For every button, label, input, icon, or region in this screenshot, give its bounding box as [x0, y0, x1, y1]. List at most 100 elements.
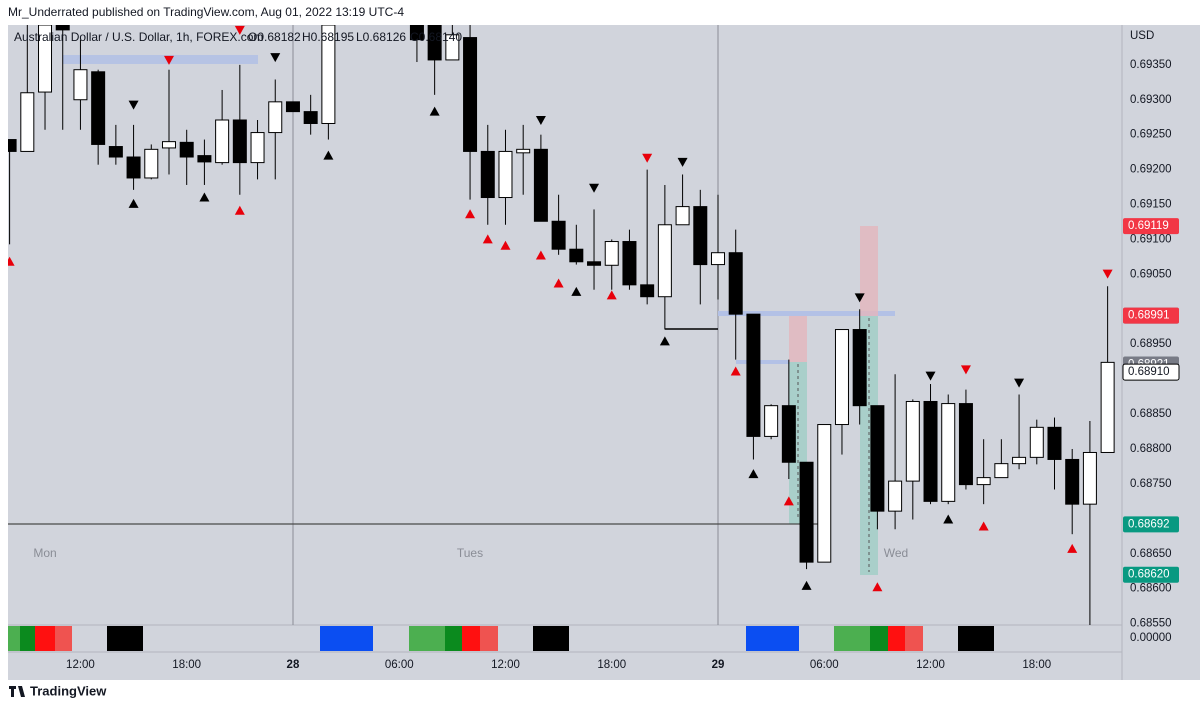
candle-body [533, 148, 548, 222]
x-tick-label: 18:00 [1022, 659, 1051, 671]
candle-body [8, 139, 17, 152]
signal-marker [234, 205, 245, 215]
indicator-block [958, 626, 994, 651]
price-label: 0.68910 [1128, 366, 1170, 378]
indicator-block [888, 626, 905, 651]
indicator-block [445, 626, 462, 651]
ohlc-label: H0.68195 [302, 30, 354, 44]
indicator-block [905, 626, 923, 651]
x-tick-label: 06:00 [385, 659, 414, 671]
indicator-block [8, 626, 20, 651]
zone [736, 360, 790, 364]
candle-body [1029, 426, 1044, 458]
y-tick-label: 0.68850 [1130, 408, 1172, 420]
candle-body [1012, 456, 1027, 465]
signal-marker [872, 582, 883, 592]
indicator-block [35, 626, 55, 651]
y-tick-label: 0.69250 [1130, 129, 1172, 141]
signal-marker [553, 278, 564, 288]
y-tick-label: 0.69100 [1130, 233, 1172, 245]
candle-body [799, 461, 814, 563]
zone [860, 226, 878, 316]
candle-body [1065, 458, 1080, 505]
indicator-block [746, 626, 799, 651]
signal-marker [482, 234, 493, 244]
candle-body [958, 403, 973, 486]
candle-body [923, 400, 938, 502]
indicator-block [20, 626, 35, 651]
day-label: Wed [884, 546, 908, 560]
indicator-block [320, 626, 373, 651]
candle-body [604, 241, 619, 266]
signal-marker [163, 55, 174, 65]
x-tick-label: 29 [712, 659, 725, 671]
price-label: 0.68620 [1128, 569, 1170, 581]
candle-body [445, 34, 460, 61]
signal-marker [589, 183, 600, 193]
footer-logo: TradingView [9, 683, 107, 698]
indicator-block [870, 626, 888, 651]
signal-marker [465, 209, 476, 219]
signal-marker [571, 286, 582, 296]
indicator-block [834, 626, 870, 651]
signal-marker [323, 150, 334, 160]
price-label-box [1123, 566, 1179, 583]
candle-body [38, 25, 53, 93]
candle-body [817, 424, 832, 563]
candle-body [1047, 426, 1062, 460]
candle-body [657, 224, 672, 298]
y-tick-label: 0.68600 [1130, 583, 1172, 595]
candle-body [498, 150, 513, 199]
signal-marker [730, 366, 741, 376]
chart-background [8, 25, 1200, 680]
candle-body [55, 25, 70, 31]
ohlc-label: O0.68182 [248, 30, 301, 44]
ohlc-label: L0.68126 [356, 30, 406, 44]
price-label-box [1123, 516, 1179, 533]
y-tick-label: 0.69150 [1130, 199, 1172, 211]
zone [789, 316, 807, 362]
price-label: 0.68692 [1128, 518, 1170, 530]
signal-marker [500, 240, 511, 250]
candle-body [781, 405, 796, 463]
signal-marker [1067, 543, 1078, 553]
candle-body [179, 141, 194, 158]
price-label: 0.68991 [1128, 310, 1170, 322]
signal-marker [642, 153, 653, 163]
candle-body [303, 111, 318, 124]
price-label-box [1122, 363, 1180, 381]
candle-body [409, 25, 424, 41]
candle-body [250, 132, 265, 164]
candle-body [268, 101, 283, 134]
signal-marker [234, 25, 245, 35]
indicator-block [533, 626, 569, 651]
plot-area [8, 25, 1115, 625]
candle-body [91, 71, 106, 145]
candle-body [144, 148, 159, 179]
candle-body [994, 463, 1009, 479]
y-tick-label: 0.68550 [1130, 618, 1172, 630]
candle-body [905, 400, 920, 482]
x-tick-label: 18:00 [172, 659, 201, 671]
candle-body [321, 25, 336, 124]
signal-marker [783, 496, 794, 506]
signal-marker [925, 371, 936, 381]
indicator-block [462, 626, 480, 651]
y-tick-label: 0.69300 [1130, 94, 1172, 106]
candle-body [108, 146, 123, 158]
y-tick-label: 0.68650 [1130, 548, 1172, 560]
candle-body [622, 241, 637, 286]
signal-marker [659, 336, 670, 346]
indicator-block [107, 626, 143, 651]
y-tick-label: 0.69200 [1130, 164, 1172, 176]
y-tick-label: 0.68750 [1130, 478, 1172, 490]
signal-marker [978, 521, 989, 531]
signal-marker [128, 100, 139, 110]
candle-body [551, 220, 566, 250]
candle-body [675, 206, 690, 226]
x-tick-label: 12:00 [66, 659, 95, 671]
signal-marker [270, 53, 281, 63]
candle-body [693, 206, 708, 266]
signal-marker [943, 514, 954, 524]
signal-marker [748, 469, 759, 479]
